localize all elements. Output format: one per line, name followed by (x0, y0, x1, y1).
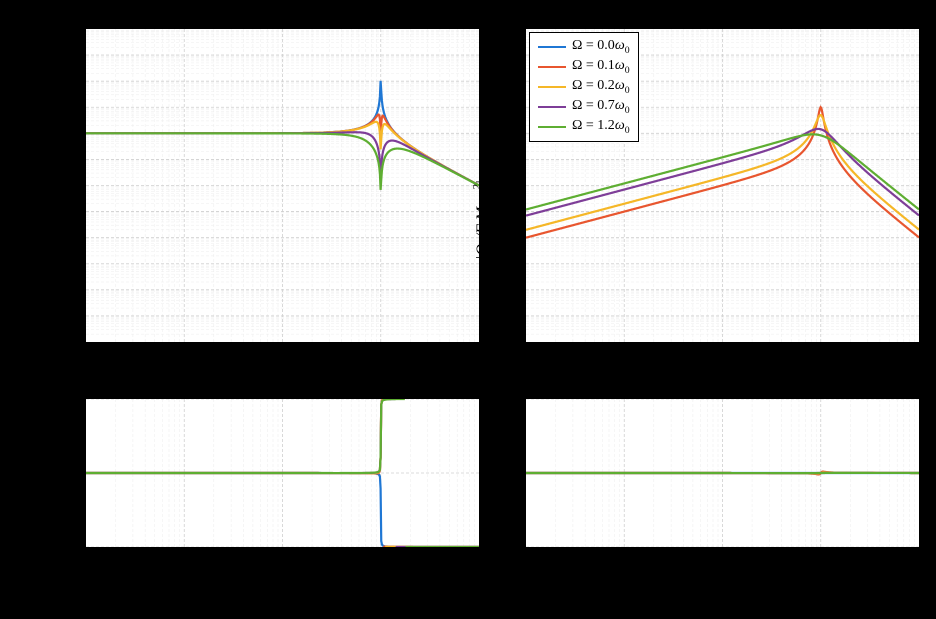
tick-label: 10¹ (912, 550, 928, 567)
legend-entry: Ω = 0.0ω0 (538, 37, 630, 57)
xlabel-right-bot: ω/ω0 (515, 570, 935, 590)
legend-swatch (538, 106, 566, 108)
legend-label: Ω = 0.1ω0 (572, 57, 630, 77)
tick-label: 10−² (58, 178, 79, 195)
panel-left-bot (85, 398, 480, 548)
tick-label: 10−² (173, 550, 194, 567)
legend-entry: Ω = 1.2ω0 (538, 117, 630, 137)
tick-label: 10−⁸ (498, 335, 519, 352)
tick-label: 10−¹ (712, 345, 733, 362)
panel-right-bot (525, 398, 920, 548)
legend-label: Ω = 0.7ω0 (572, 97, 630, 117)
legend-label: Ω = 1.2ω0 (572, 117, 630, 137)
tick-label: 10−² (613, 550, 634, 567)
tick-label: 10−² (498, 178, 519, 195)
tick-label: 10¹ (912, 345, 928, 362)
legend: Ω = 0.0ω0Ω = 0.1ω0Ω = 0.2ω0Ω = 0.7ω0Ω = … (529, 32, 639, 142)
xlabel-left-top: ω/ω0 (75, 363, 495, 383)
tick-label: 10² (503, 73, 519, 90)
tick-label: 10−⁴ (498, 230, 519, 247)
tick-label: 10⁰ (62, 125, 79, 142)
tick-label: 10−⁸ (58, 335, 79, 352)
legend-swatch (538, 66, 566, 68)
tick-label: 10⁰ (373, 550, 390, 567)
legend-label: Ω = 0.0ω0 (572, 37, 630, 57)
legend-entry: Ω = 0.1ω0 (538, 57, 630, 77)
tick-label: 10¹ (472, 345, 488, 362)
tick-label: −π (505, 540, 519, 556)
legend-entry: Ω = 0.2ω0 (538, 77, 630, 97)
tick-label: −π (65, 540, 79, 556)
tick-label: 10⁰ (502, 125, 519, 142)
tick-label: 10⁰ (813, 345, 830, 362)
tick-label: 10⁰ (373, 345, 390, 362)
tick-label: 10⁰ (813, 550, 830, 567)
tick-label: 10⁴ (503, 20, 519, 37)
legend-swatch (538, 126, 566, 128)
tick-label: 0 (73, 465, 80, 481)
tick-label: 0 (513, 465, 520, 481)
ylabel-left-top: |Q1/F Mω02| (31, 180, 54, 260)
tick-label: 10−¹ (272, 550, 293, 567)
tick-label: 10−⁶ (58, 283, 79, 300)
tick-label: 10² (63, 73, 79, 90)
panel-left-top (85, 28, 480, 343)
legend-entry: Ω = 0.7ω0 (538, 97, 630, 117)
tick-label: 10−² (613, 345, 634, 362)
figure-stage: (a) (b) |Q1/F Mω02| |Q2/F Mω02| ∠ Q1/F ∠… (0, 0, 936, 619)
tick-label: π (72, 390, 79, 406)
legend-label: Ω = 0.2ω0 (572, 77, 630, 97)
tick-label: 10−¹ (272, 345, 293, 362)
tick-label: 10−¹ (712, 550, 733, 567)
legend-swatch (538, 86, 566, 88)
legend-swatch (538, 46, 566, 48)
tick-label: 10−⁴ (58, 230, 79, 247)
xlabel-left-bot: ω/ω0 (75, 570, 495, 590)
ylabel-right-top: |Q2/F Mω02| (472, 180, 495, 260)
xlabel-right-top: ω/ω0 (515, 363, 935, 383)
tick-label: 10−² (173, 345, 194, 362)
tick-label: 10¹ (472, 550, 488, 567)
ylabel-right-bot: ∠ Q2/F (478, 458, 500, 508)
tick-label: 10⁴ (63, 20, 79, 37)
ylabel-left-bot: ∠ Q1/F (35, 458, 57, 508)
tick-label: 10−⁶ (498, 283, 519, 300)
tick-label: π (512, 390, 519, 406)
